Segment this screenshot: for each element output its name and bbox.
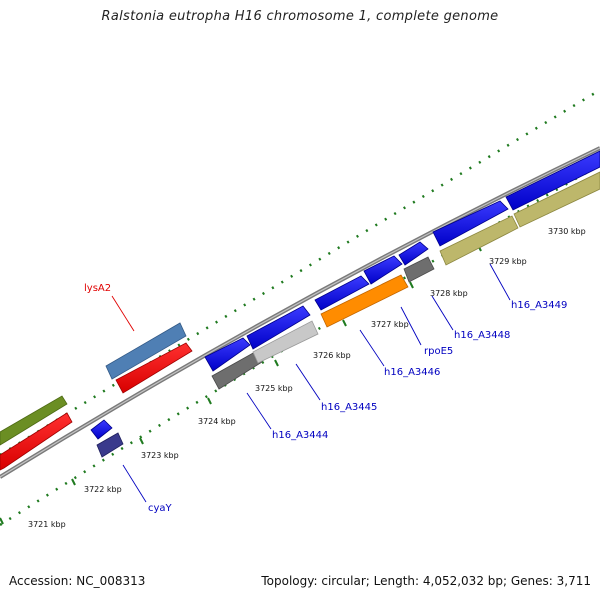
map-title: Ralstonia eutropha H16 chromosome 1, com… xyxy=(101,9,499,24)
gene-arrow-gray-1 xyxy=(211,351,263,390)
gene-label-rpoE5: rpoE5 xyxy=(424,346,453,357)
gene-arrow-h16-A3444 xyxy=(204,337,251,372)
gene-label-h16-A3448: h16_A3448 xyxy=(454,330,510,341)
scale-label: 3730 kbp xyxy=(548,227,586,236)
gene-label-h16-A3445: h16_A3445 xyxy=(321,402,377,413)
gene-arrow-h16-A3445 xyxy=(246,305,311,350)
gene-label-h16-A3449: h16_A3449 xyxy=(511,300,567,311)
gene-arrow-khaki-1 xyxy=(439,215,519,266)
label-leaders xyxy=(111,263,511,503)
major-ticks xyxy=(0,207,549,525)
scale-label: 3723 kbp xyxy=(141,451,179,460)
gene-arrow-h16-A3446 xyxy=(314,275,370,311)
gene-arrow-red-left xyxy=(0,412,73,471)
scale-label: 3727 kbp xyxy=(371,320,409,329)
gene-arrow-khaki-2 xyxy=(513,171,600,228)
gene-arrow-gray-2 xyxy=(403,256,435,283)
topology-summary: Topology: circular; Length: 4,052,032 bp… xyxy=(261,574,591,588)
gene-arrow-blue-right xyxy=(505,150,600,211)
gene-label-h16-A3444: h16_A3444 xyxy=(272,430,328,441)
gene-arrow-h16-A3449 xyxy=(432,200,509,247)
scale-label: 3725 kbp xyxy=(255,384,293,393)
scale-label: 3724 kbp xyxy=(198,417,236,426)
gene-arrow-h16-A3448 xyxy=(398,241,429,266)
gene-arrow-navy xyxy=(96,432,124,458)
accession-text: Accession: NC_008313 xyxy=(9,574,146,588)
gene-arrow-silver xyxy=(252,320,319,364)
scale-label: 3729 kbp xyxy=(489,257,527,266)
gene-label-cyaY: cyaY xyxy=(148,503,173,514)
scale-label: 3722 kbp xyxy=(84,485,122,494)
gene-label-lysA2: lysA2 xyxy=(84,283,111,294)
scale-label: 3726 kbp xyxy=(313,351,351,360)
gene-arrow-green xyxy=(0,395,68,446)
scale-label: 3721 kbp xyxy=(28,520,66,529)
gene-arrow-lysA2-red xyxy=(115,342,193,394)
gene-arrow-cyaY xyxy=(90,419,113,440)
gene-arrow-orange xyxy=(320,274,409,328)
outer-tick-track xyxy=(0,88,600,457)
scale-label: 3728 kbp xyxy=(430,289,468,298)
gene-arrow-lysA2-steel xyxy=(105,322,187,380)
gene-label-h16-A3446: h16_A3446 xyxy=(384,367,440,378)
gene-arrow-rpoE5 xyxy=(363,255,403,285)
